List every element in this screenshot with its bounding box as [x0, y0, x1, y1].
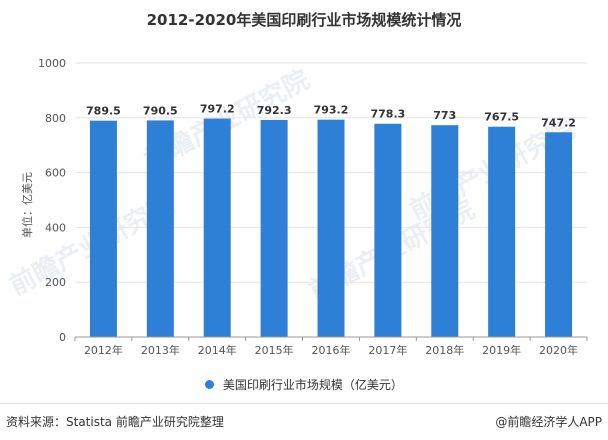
- data-labels: 789.5 790.5 797.2 792.3 793.2 778.3 773 767.5 74…: [86, 103, 576, 130]
- axes: 0 200 400 600 800 1000 2012年 2013年 2014年 2015年 201…: [38, 57, 588, 357]
- x-tick-label: 2018年: [425, 343, 464, 357]
- bar: [89, 120, 117, 337]
- y-tick-label: 0: [59, 331, 66, 344]
- bar-chart: 789.5 790.5 797.2 792.3 793.2 778.3 773 767.5 74…: [20, 57, 588, 357]
- bar: [146, 120, 174, 337]
- y-tick-label: 200: [45, 276, 66, 289]
- data-label: 797.2: [200, 103, 235, 116]
- x-tick-label: 2014年: [198, 343, 237, 357]
- bar: [488, 126, 516, 337]
- y-tick-label: 600: [45, 167, 66, 180]
- data-label: 778.3: [370, 108, 405, 121]
- data-label: 793.2: [314, 104, 349, 117]
- bar: [203, 118, 231, 337]
- data-label: 789.5: [86, 105, 121, 118]
- y-tick-label: 1000: [38, 57, 66, 70]
- x-tick-label: 2013年: [141, 343, 180, 357]
- data-label: 747.2: [541, 116, 576, 129]
- bar: [545, 132, 573, 337]
- x-tick-label: 2019年: [482, 343, 521, 357]
- y-axis-label: 单位：亿美元: [20, 172, 34, 238]
- y-tick-label: 800: [45, 112, 66, 125]
- x-tick-label: 2017年: [368, 343, 407, 357]
- bar: [374, 123, 402, 338]
- data-label: 792.3: [257, 104, 292, 117]
- y-tick-label: 400: [45, 221, 66, 234]
- x-tick-label: 2012年: [84, 343, 123, 357]
- data-label: 767.5: [484, 111, 519, 124]
- bar: [260, 119, 288, 338]
- data-label: 790.5: [143, 104, 178, 117]
- footer: 资料来源：Statista 前瞻产业研究院整理 @前瞻经济学人APP: [0, 403, 608, 440]
- x-tick-label: 2015年: [255, 343, 294, 357]
- chart-title: 2012-2020年美国印刷行业市场规模统计情况: [146, 11, 462, 29]
- legend: 美国印刷行业市场规模（亿美元）: [0, 376, 608, 393]
- bar: [431, 125, 459, 337]
- bars: [89, 118, 573, 338]
- bar: [317, 119, 345, 337]
- data-label: 773: [433, 109, 456, 122]
- x-tick-label: 2020年: [539, 343, 578, 357]
- legend-swatch: [205, 380, 215, 389]
- source-note: 资料来源：Statista 前瞻产业研究院整理: [6, 415, 224, 429]
- brand-credit: @前瞻经济学人APP: [495, 415, 602, 429]
- x-tick-label: 2016年: [312, 343, 351, 357]
- legend-label: 美国印刷行业市场规模（亿美元）: [222, 378, 403, 392]
